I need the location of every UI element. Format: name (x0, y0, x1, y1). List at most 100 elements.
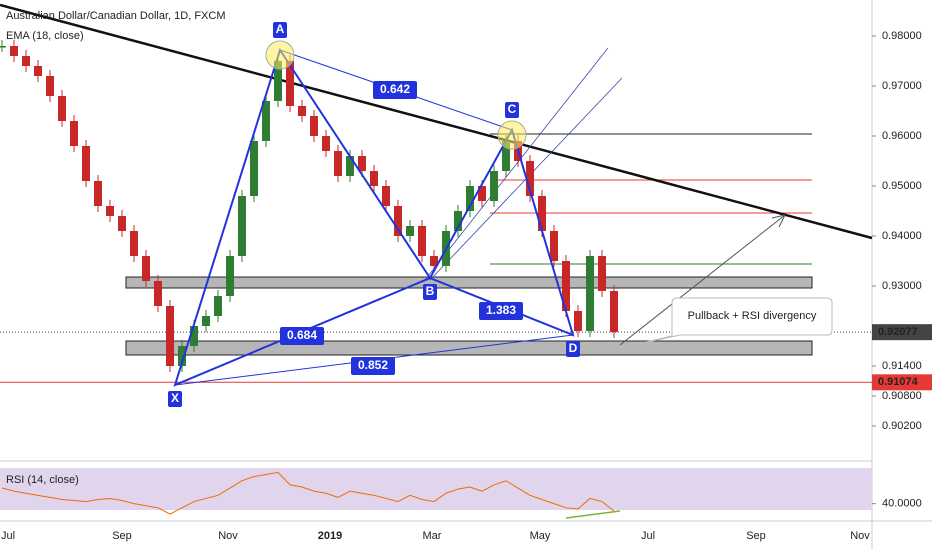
x-tick-label: May (530, 530, 551, 542)
x-tick-label: Mar (423, 530, 442, 542)
x-tick-label: Jul (641, 530, 655, 542)
candle (562, 261, 570, 311)
callout (619, 297, 833, 349)
candle (250, 141, 258, 196)
price-tag-label: 0.92077 (878, 326, 918, 338)
y-tick-label: 0.95000 (882, 180, 922, 192)
annotation: Pullback + RSI divergency (688, 310, 817, 322)
candle (262, 101, 270, 141)
rsi-title: RSI (14, close) (6, 474, 79, 486)
channel-line (424, 47, 609, 281)
y-tick-label: 0.91400 (882, 360, 922, 372)
candle (454, 211, 462, 231)
candle (70, 121, 78, 146)
candle (538, 196, 546, 231)
candle (598, 256, 606, 291)
point-label: D (569, 341, 578, 355)
candle (202, 316, 210, 326)
candle (430, 256, 438, 266)
candle (46, 76, 54, 96)
candle (298, 106, 306, 116)
point-badge (423, 284, 437, 300)
ratio-badge (351, 357, 395, 375)
x-tick-label: 2019 (318, 530, 342, 542)
point-label: A (276, 22, 285, 36)
candle (370, 171, 378, 186)
y-tick-label: 40.0000 (882, 498, 922, 510)
point-label: C (508, 102, 517, 116)
y-tick-label: 0.93000 (882, 280, 922, 292)
candle (526, 161, 534, 196)
layers: 0.98000 0.97000 0.96000 0.95000 0.94000 0.930… (0, 3, 932, 542)
x-tick-label: Nov (850, 530, 870, 542)
candle (610, 291, 618, 332)
candle (586, 256, 594, 331)
point-label: X (171, 391, 179, 405)
candle (130, 231, 138, 256)
candle (418, 226, 426, 256)
candle (574, 311, 582, 331)
chart-title: Australian Dollar/Canadian Dollar, 1D, F… (6, 10, 225, 22)
candle (478, 186, 486, 201)
candle (82, 146, 90, 181)
zone (125, 276, 813, 289)
candle (94, 181, 102, 206)
candle (274, 61, 282, 101)
ratio-badge (479, 302, 523, 320)
y-tick-label: 0.98000 (882, 30, 922, 42)
trend-line (0, 3, 873, 240)
price-tag (872, 374, 932, 391)
candle (394, 206, 402, 236)
candle (286, 61, 294, 106)
x-tick-label: Sep (746, 530, 766, 542)
candle (334, 151, 342, 176)
candle (58, 96, 66, 121)
candle (310, 116, 318, 136)
candle (502, 141, 510, 171)
y-tick-label: 0.94000 (882, 230, 922, 242)
candle (382, 186, 390, 206)
divergence-line (565, 510, 621, 519)
candle (190, 326, 198, 346)
point-label: B (426, 284, 435, 298)
candle (550, 231, 558, 261)
point-badge (168, 391, 182, 407)
candle (490, 171, 498, 201)
price-tag-label: 0.91074 (878, 376, 919, 388)
candle (118, 216, 126, 231)
candle (0, 46, 6, 48)
candle (34, 66, 42, 76)
candle (406, 226, 414, 236)
y-tick-label: 0.90800 (882, 390, 922, 402)
indicator-label: EMA (18, close) (6, 30, 84, 42)
candle (466, 186, 474, 211)
candle (322, 136, 330, 151)
y-tick-label: 0.96000 (882, 130, 922, 142)
ratio-badge (280, 327, 324, 345)
ratio-label: 0.852 (358, 358, 388, 372)
candle (346, 156, 354, 176)
rsi-line (1, 471, 615, 515)
y-tick-label: 0.97000 (882, 80, 922, 92)
candle (214, 296, 222, 316)
candle (22, 56, 30, 66)
point-badge (273, 22, 287, 38)
ratio-label: 0.642 (380, 82, 410, 96)
candle (178, 346, 186, 366)
point-badge (566, 341, 580, 357)
arrow (619, 214, 786, 346)
x-tick-label: Nov (218, 530, 238, 542)
ratio-badge (373, 81, 417, 99)
price-tag (872, 324, 932, 341)
candle (154, 281, 162, 306)
ratio-label: 0.684 (287, 328, 317, 342)
candle (226, 256, 234, 296)
x-tick-label: Jul (1, 530, 15, 542)
candle (142, 256, 150, 281)
rsi-band (0, 468, 872, 510)
candle (10, 46, 18, 56)
point-badge (505, 102, 519, 118)
arrow-head (771, 214, 786, 228)
